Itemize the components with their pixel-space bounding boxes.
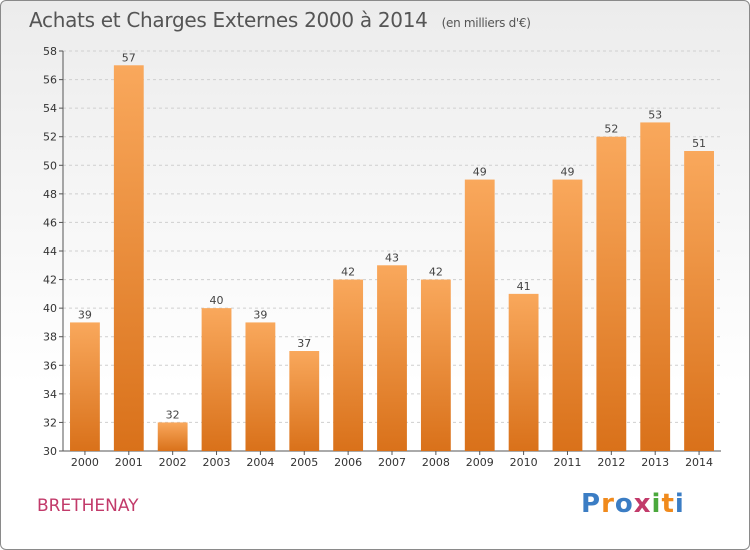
proxiti-logo: Proxiti [581,489,685,519]
bar-2004 [245,322,276,451]
x-tick-label: 2014 [685,456,713,469]
bar-value-label: 40 [210,294,224,307]
bar-value-label: 52 [604,123,618,136]
y-tick-label: 48 [43,188,57,201]
y-tick-label: 30 [43,445,57,458]
bar-value-label: 37 [297,337,311,350]
x-tick-label: 2011 [553,456,581,469]
x-tick-label: 2000 [71,456,99,469]
bar-2001 [113,65,144,452]
bar-2014 [684,151,714,451]
x-tick-label: 2004 [246,456,274,469]
bar-value-label: 49 [560,166,574,179]
y-tick-label: 42 [43,274,57,287]
logo-letter: r [601,489,615,519]
x-tick-label: 2006 [334,456,362,469]
bar-2000 [70,322,100,451]
chart-subtitle: (en milliers d'€) [441,16,531,30]
y-tick-label: 56 [43,74,57,87]
y-tick-label: 52 [43,131,57,144]
bar-2006 [333,279,364,451]
y-tick-label: 54 [43,102,57,115]
x-tick-label: 2013 [641,456,669,469]
bar-value-label: 51 [692,137,706,150]
y-tick-label: 38 [43,331,57,344]
bar-value-label: 42 [429,266,443,279]
y-tick-label: 36 [43,359,57,372]
logo-letter: i [651,489,662,519]
bar-2003 [201,308,232,451]
bar-value-label: 57 [122,51,136,64]
x-tick-label: 2007 [378,456,406,469]
bar-2007 [377,265,407,451]
bar-2011 [552,179,583,452]
chart-title: Achats et Charges Externes 2000 à 2014 [29,8,428,32]
bar-value-label: 53 [648,108,662,121]
bar-value-label: 42 [341,266,355,279]
x-tick-label: 2003 [203,456,231,469]
x-tick-label: 2005 [290,456,318,469]
bar-2009 [464,179,495,452]
y-tick-label: 34 [43,388,57,401]
bar-value-label: 39 [78,308,92,321]
bar-value-label: 32 [166,408,180,421]
bar-2012 [596,136,627,451]
bar-value-label: 43 [385,251,399,264]
bar-2002 [157,422,188,451]
logo-letter: i [674,489,685,519]
bar-2013 [640,122,671,451]
y-tick-label: 46 [43,216,57,229]
bar-2010 [508,293,539,451]
bar-value-label: 41 [517,280,531,293]
bar-value-label: 39 [253,308,267,321]
bar-value-label: 49 [473,166,487,179]
x-tick-label: 2012 [597,456,625,469]
x-tick-label: 2001 [115,456,143,469]
logo-letter: o [614,489,634,519]
logo-letter: t [661,489,675,519]
chart-title-block: Achats et Charges Externes 2000 à 2014 (… [29,8,531,32]
y-tick-label: 50 [43,159,57,172]
x-tick-label: 2009 [466,456,494,469]
y-tick-label: 58 [43,45,57,58]
logo-letter: x [633,489,652,519]
bar-2008 [420,279,451,451]
logo-letter: P [581,489,602,519]
y-tick-label: 40 [43,302,57,315]
x-tick-label: 2002 [159,456,187,469]
y-tick-label: 32 [43,416,57,429]
bar-2005 [289,351,320,451]
location-label: BRETHENAY [37,496,139,516]
y-tick-label: 44 [43,245,57,258]
x-tick-label: 2010 [510,456,538,469]
x-tick-label: 2008 [422,456,450,469]
